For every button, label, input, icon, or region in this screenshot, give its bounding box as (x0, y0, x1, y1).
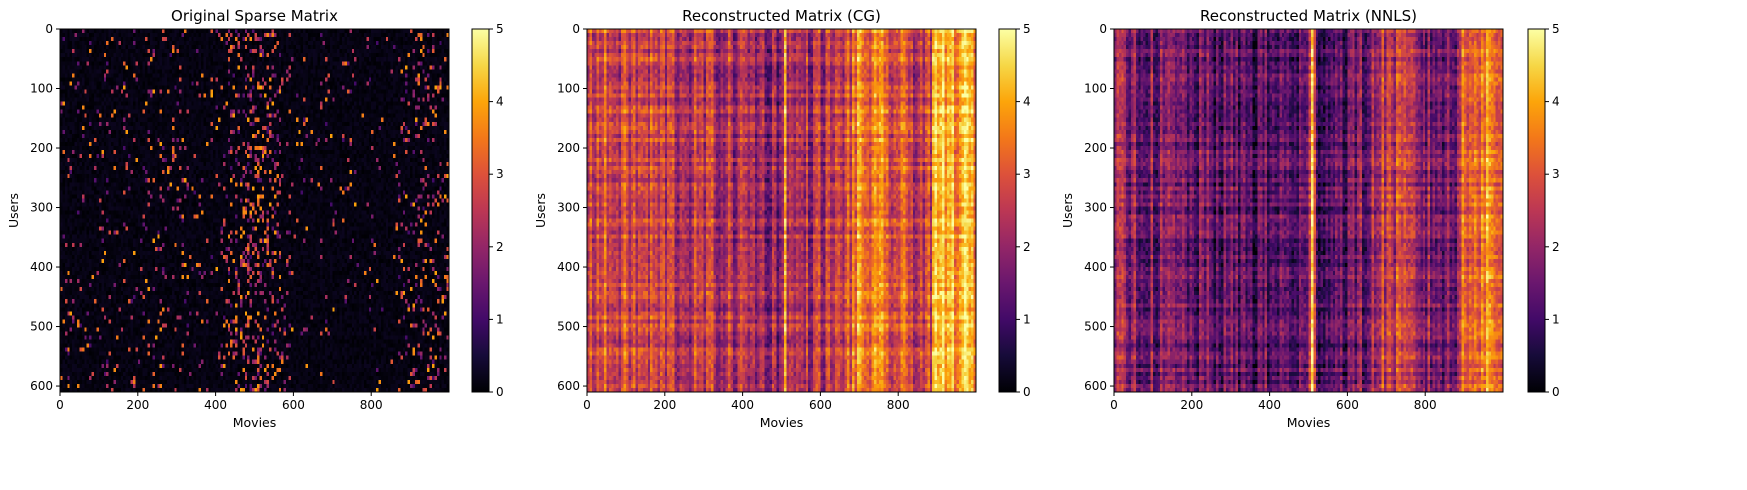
x-axis-label: Movies (1287, 415, 1331, 430)
heatmap-image (1114, 29, 1503, 392)
y-tick-label: 500 (30, 320, 53, 334)
y-tick-label: 200 (30, 141, 53, 155)
x-tick-label: 800 (360, 398, 383, 412)
y-tick-label: 200 (1084, 141, 1107, 155)
colorbar-tick-label: 1 (1023, 312, 1031, 326)
y-tick-label: 100 (557, 82, 580, 96)
colorbar-tick-label: 2 (496, 240, 504, 254)
colorbar: 0 1 2 3 4 5 (1527, 22, 1560, 399)
colorbar-tick-label: 5 (1023, 22, 1031, 36)
x-tick-label: 200 (653, 398, 676, 412)
heatmap-panel-2: Reconstructed Matrix (CG) 0 200 400 600 800 0 1… (533, 7, 1031, 430)
y-tick-label: 200 (557, 141, 580, 155)
y-tick-label: 300 (1084, 201, 1107, 215)
colorbar-gradient (998, 28, 1017, 393)
x-tick-label: 400 (731, 398, 754, 412)
colorbar-tick-label: 3 (1552, 167, 1560, 181)
colorbar-tick-label: 3 (1023, 167, 1031, 181)
y-tick-label: 400 (557, 260, 580, 274)
x-tick-label: 0 (56, 398, 64, 412)
chart-title: Reconstructed Matrix (NNLS) (1200, 7, 1417, 25)
colorbar-gradient (1527, 28, 1546, 393)
x-tick-label: 600 (1336, 398, 1359, 412)
y-tick-label: 600 (557, 379, 580, 393)
x-tick-label: 0 (1110, 398, 1118, 412)
x-tick-label: 0 (583, 398, 591, 412)
y-tick-label: 400 (30, 260, 53, 274)
y-tick-label: 600 (30, 379, 53, 393)
x-tick-label: 800 (1414, 398, 1437, 412)
x-axis-label: Movies (760, 415, 804, 430)
heatmap-image (587, 29, 976, 392)
x-tick-label: 200 (1180, 398, 1203, 412)
y-tick-label: 300 (557, 201, 580, 215)
axes-frame (1113, 28, 1504, 393)
x-tick-label: 400 (1258, 398, 1281, 412)
y-tick-label: 500 (1084, 320, 1107, 334)
y-axis-label: Users (6, 193, 21, 228)
y-axis-label: Users (1060, 193, 1075, 228)
x-tick-label: 600 (809, 398, 832, 412)
y-tick-label: 100 (1084, 82, 1107, 96)
y-tick-label: 0 (45, 22, 53, 36)
y-tick-label: 500 (557, 320, 580, 334)
colorbar-tick-label: 1 (496, 312, 504, 326)
axes-frame (586, 28, 977, 393)
heatmap-panel-1: Original Sparse Matrix 0 200 400 600 800 0 100 2… (6, 7, 504, 430)
axes-frame (59, 28, 450, 393)
chart-title: Reconstructed Matrix (CG) (682, 7, 881, 25)
y-tick-label: 0 (1099, 22, 1107, 36)
y-tick-label: 100 (30, 82, 53, 96)
colorbar-tick-label: 4 (1023, 95, 1031, 109)
colorbar-tick-label: 5 (496, 22, 504, 36)
colorbar-tick-label: 0 (1552, 385, 1560, 399)
colorbar-tick-label: 0 (1023, 385, 1031, 399)
colorbar-tick-label: 2 (1023, 240, 1031, 254)
colorbar-tick-label: 4 (1552, 95, 1560, 109)
colorbar-tick-label: 2 (1552, 240, 1560, 254)
x-tick-label: 600 (282, 398, 305, 412)
y-axis-label: Users (533, 193, 548, 228)
x-axis-label: Movies (233, 415, 277, 430)
colorbar-tick-label: 0 (496, 385, 504, 399)
chart-title: Original Sparse Matrix (171, 7, 338, 25)
x-tick-label: 400 (204, 398, 227, 412)
y-tick-label: 400 (1084, 260, 1107, 274)
heatmap-image (60, 29, 449, 392)
x-tick-label: 800 (887, 398, 910, 412)
y-tick-label: 600 (1084, 379, 1107, 393)
y-tick-label: 0 (572, 22, 580, 36)
colorbar: 0 1 2 3 4 5 (998, 22, 1031, 399)
colorbar-tick-label: 1 (1552, 312, 1560, 326)
colorbar-tick-label: 3 (496, 167, 504, 181)
x-tick-label: 200 (126, 398, 149, 412)
heatmap-panel-3: Reconstructed Matrix (NNLS)0 200 400 600 800… (1060, 7, 1560, 430)
colorbar: 0 1 2 3 4 5 (471, 22, 504, 399)
colorbar-tick-label: 4 (496, 95, 504, 109)
colorbar-tick-label: 5 (1552, 22, 1560, 36)
colorbar-gradient (471, 28, 490, 393)
y-tick-label: 300 (30, 201, 53, 215)
